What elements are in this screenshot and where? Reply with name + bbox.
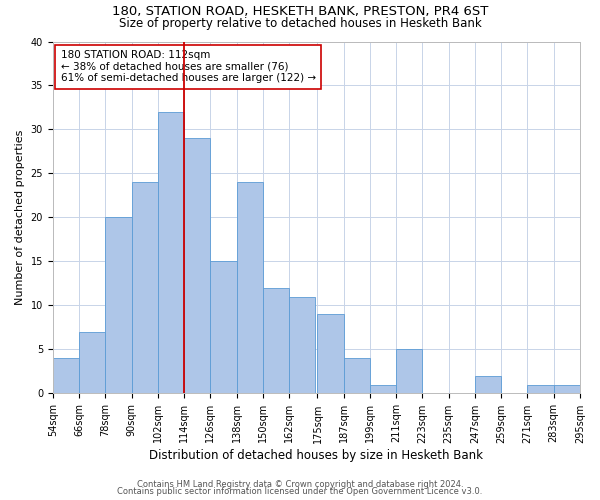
Bar bbox=[79, 332, 105, 394]
Bar bbox=[317, 314, 344, 394]
Bar bbox=[236, 182, 263, 394]
Text: Contains public sector information licensed under the Open Government Licence v3: Contains public sector information licen… bbox=[118, 488, 482, 496]
Bar bbox=[158, 112, 184, 394]
Bar bbox=[475, 376, 501, 394]
Bar bbox=[131, 182, 158, 394]
Bar bbox=[527, 384, 554, 394]
Bar bbox=[289, 296, 315, 394]
Bar bbox=[344, 358, 370, 394]
Bar bbox=[105, 218, 131, 394]
X-axis label: Distribution of detached houses by size in Hesketh Bank: Distribution of detached houses by size … bbox=[149, 450, 484, 462]
Bar bbox=[396, 350, 422, 394]
Bar bbox=[53, 358, 79, 394]
Y-axis label: Number of detached properties: Number of detached properties bbox=[15, 130, 25, 305]
Text: Contains HM Land Registry data © Crown copyright and database right 2024.: Contains HM Land Registry data © Crown c… bbox=[137, 480, 463, 489]
Text: 180 STATION ROAD: 112sqm
← 38% of detached houses are smaller (76)
61% of semi-d: 180 STATION ROAD: 112sqm ← 38% of detach… bbox=[61, 50, 316, 84]
Bar bbox=[370, 384, 396, 394]
Text: Size of property relative to detached houses in Hesketh Bank: Size of property relative to detached ho… bbox=[119, 18, 481, 30]
Bar bbox=[184, 138, 210, 394]
Bar bbox=[263, 288, 289, 394]
Text: 180, STATION ROAD, HESKETH BANK, PRESTON, PR4 6ST: 180, STATION ROAD, HESKETH BANK, PRESTON… bbox=[112, 5, 488, 18]
Bar bbox=[554, 384, 580, 394]
Bar bbox=[210, 262, 236, 394]
